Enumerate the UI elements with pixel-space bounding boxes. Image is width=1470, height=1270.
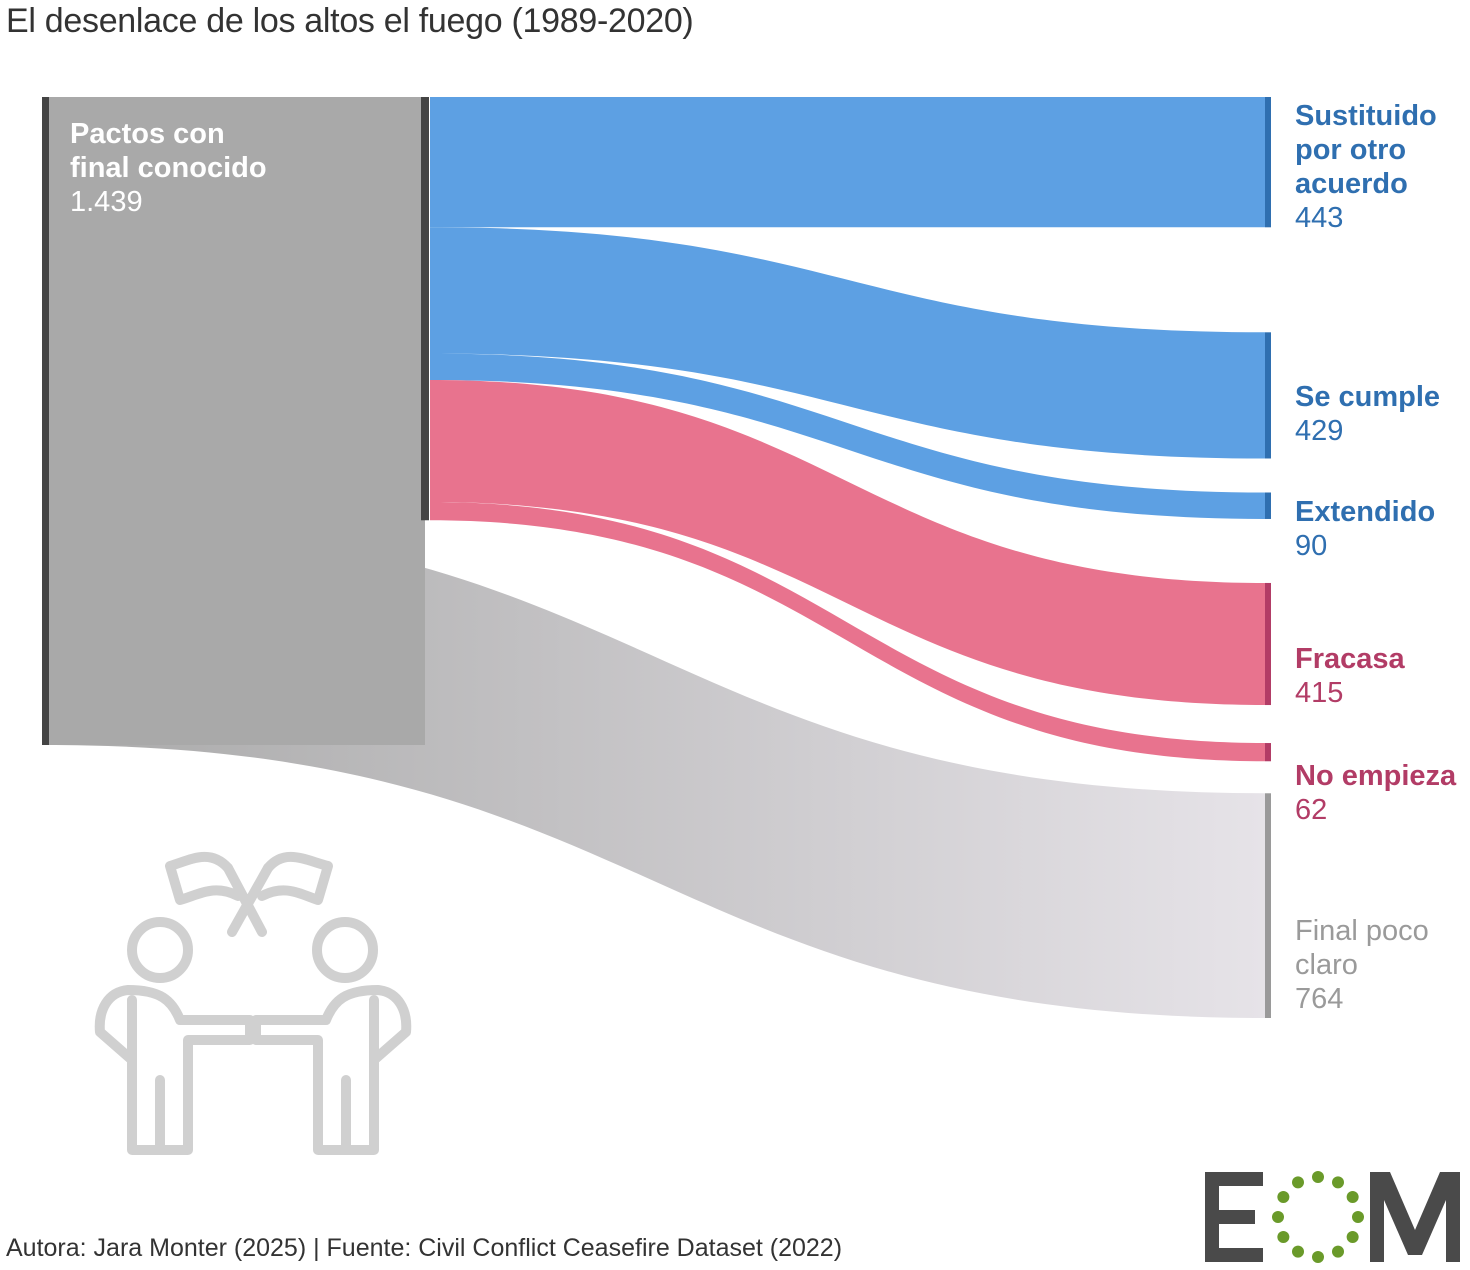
logo-dot [1272, 1211, 1284, 1223]
target-label-sustituido: Sustituido por otro acuerdo 443 [1295, 99, 1445, 235]
logo-letter-e-mid [1205, 1210, 1255, 1224]
handshake-flags-illustration [94, 851, 412, 1155]
target-label-extendido: Extendido 90 [1295, 495, 1435, 563]
logo-dot [1346, 1231, 1359, 1243]
known-node-bar [421, 97, 429, 521]
logo-dot [1277, 1231, 1290, 1243]
target-node-bar-5 [1265, 793, 1271, 1018]
logo-letter-o-dots [1272, 1171, 1364, 1263]
sankey-nodes [42, 97, 1271, 1018]
flow-2 [430, 353, 1265, 519]
logo-letter-m [1370, 1172, 1460, 1262]
target-name-extendido: Extendido [1295, 496, 1436, 528]
target-name-no-empieza: No empieza [1295, 760, 1457, 792]
target-value-no-empieza: 62 [1295, 794, 1328, 826]
source-node-name: Pactos con final conocido [70, 118, 267, 184]
target-node-bar-0 [1265, 97, 1271, 228]
target-label-no-empieza: No empieza 62 [1295, 759, 1456, 827]
source-node-label: Pactos con final conocido 1.439 [70, 117, 290, 219]
target-name-sustituido: Sustituido por otro acuerdo [1295, 100, 1437, 200]
logo-dot [1312, 1251, 1324, 1263]
flow-3 [430, 379, 1265, 706]
target-value-fracasa: 415 [1295, 677, 1344, 709]
logo-letter-e-bottom [1205, 1248, 1263, 1262]
flow-0 [430, 97, 1265, 228]
logo-dot [1292, 1176, 1304, 1189]
target-value-final-poco-claro: 764 [1295, 983, 1344, 1015]
credits-text: Autora: Jara Monter (2025) | Fuente: Civ… [6, 1234, 843, 1262]
logo-dot [1346, 1191, 1359, 1203]
logo-dot [1352, 1211, 1364, 1223]
logo-dot [1332, 1245, 1344, 1258]
target-name-fracasa: Fracasa [1295, 643, 1405, 675]
target-name-se-cumple: Se cumple [1295, 381, 1441, 413]
target-value-sustituido: 443 [1295, 202, 1344, 234]
logo-dot [1292, 1245, 1304, 1258]
target-label-fracasa: Fracasa 415 [1295, 642, 1405, 710]
target-label-final-poco-claro: Final poco claro 764 [1295, 914, 1445, 1016]
target-value-extendido: 90 [1295, 530, 1328, 562]
source-node-bar [42, 97, 49, 745]
source-node-value: 1.439 [70, 186, 143, 218]
logo-letter-e-top [1205, 1172, 1263, 1186]
eom-logo [1205, 1171, 1460, 1263]
target-node-bar-4 [1265, 743, 1271, 762]
source-node [45, 97, 425, 745]
target-node-bar-2 [1265, 492, 1271, 519]
logo-dot [1332, 1176, 1344, 1189]
logo-dot [1277, 1191, 1290, 1203]
target-node-bar-1 [1265, 332, 1271, 459]
target-value-se-cumple: 429 [1295, 415, 1344, 447]
chart-title: El desenlace de los altos el fuego (1989… [6, 2, 694, 40]
logo-dot [1312, 1171, 1324, 1183]
target-node-bar-3 [1265, 582, 1271, 706]
target-name-final-poco-claro: Final poco claro [1295, 915, 1429, 981]
target-label-se-cumple: Se cumple 429 [1295, 380, 1440, 448]
flow-4 [430, 502, 1265, 762]
flow-1 [430, 227, 1265, 459]
